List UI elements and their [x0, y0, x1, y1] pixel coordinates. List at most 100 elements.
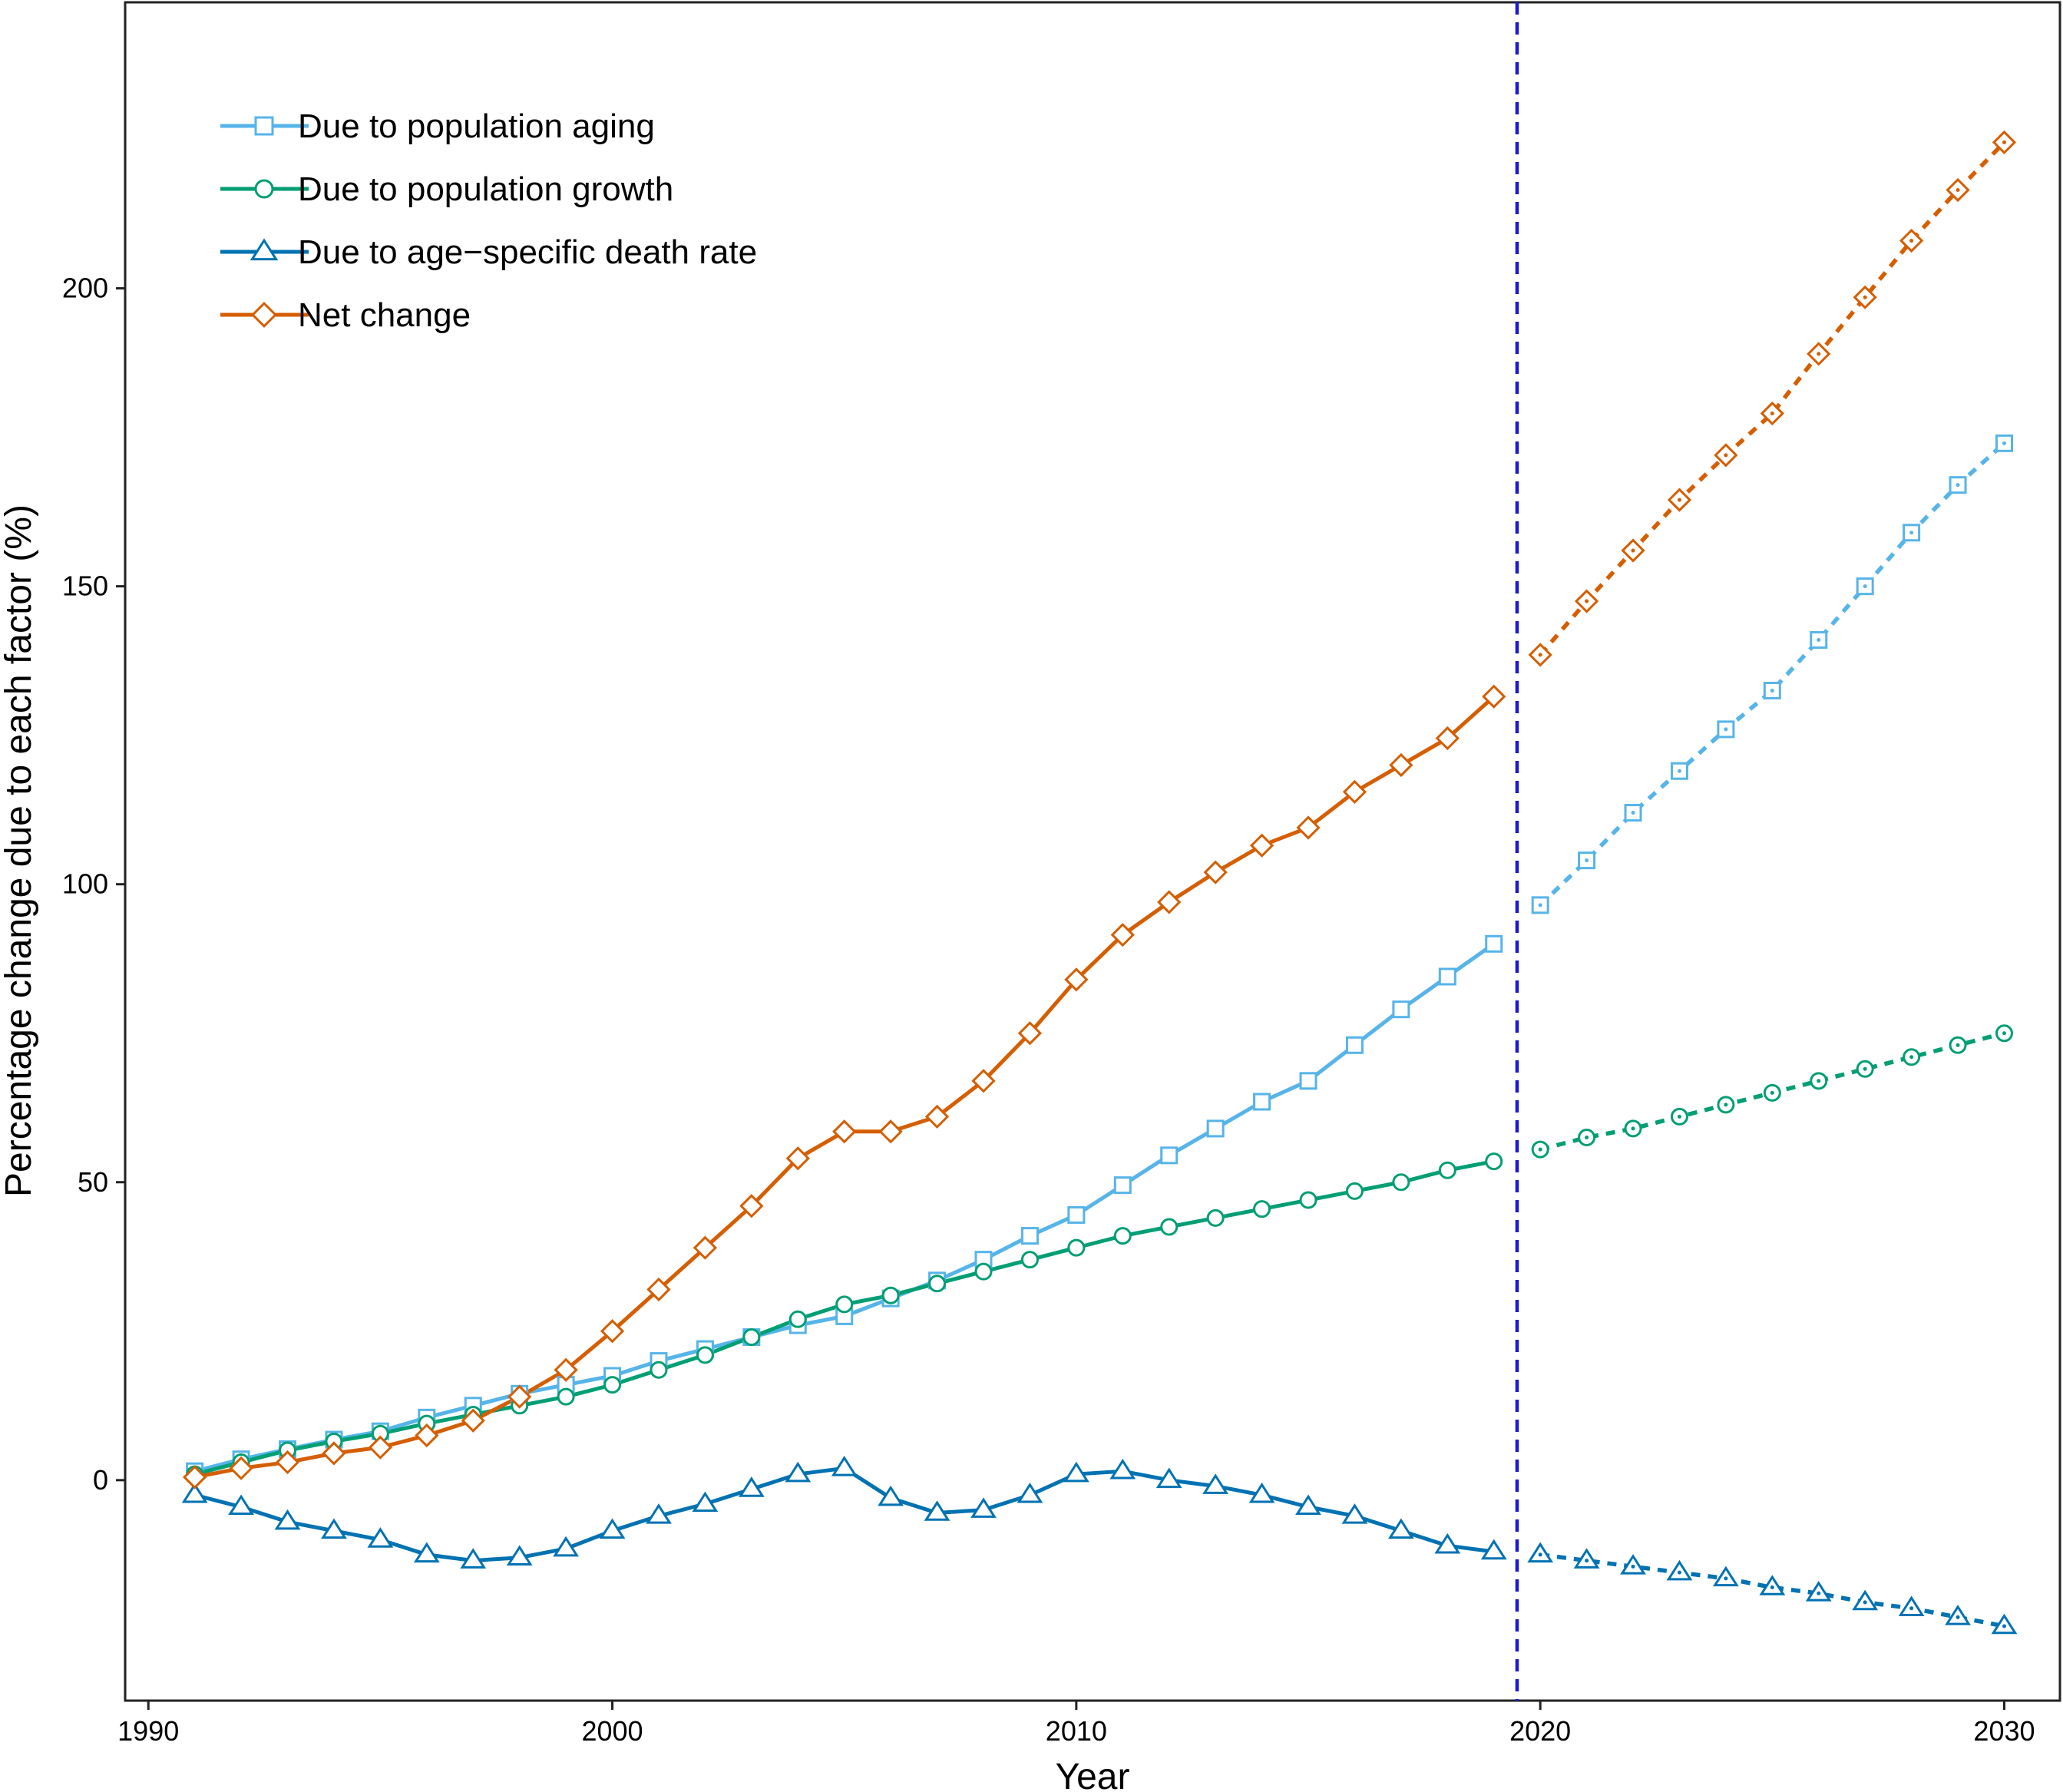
- data-point: [367, 1527, 394, 1548]
- legend-label: Net change: [298, 296, 471, 334]
- data-point: [1485, 1152, 1503, 1171]
- data-point-center: [1770, 1585, 1774, 1590]
- data-point-center: [1863, 1600, 1867, 1605]
- data-point-center: [1956, 483, 1960, 488]
- x-tick-label: 2020: [1509, 1715, 1571, 1747]
- data-point: [557, 1387, 575, 1406]
- axis-ticks: 1990 2000 2010 2020 2030 0 50 100 150 200: [62, 273, 2035, 1747]
- data-point-center: [1909, 1606, 1914, 1611]
- data-point: [507, 1384, 532, 1409]
- data-point: [1299, 1191, 1317, 1209]
- series-line-projected: [1539, 141, 2006, 656]
- data-point: [1064, 967, 1089, 992]
- data-point: [1438, 967, 1456, 986]
- data-point: [1341, 1503, 1368, 1524]
- data-point: [1160, 1218, 1179, 1236]
- data-point: [1249, 833, 1274, 858]
- data-point: [1110, 923, 1135, 947]
- data-point: [696, 1346, 714, 1364]
- data-point-center: [1631, 1564, 1635, 1569]
- data-point: [1248, 1482, 1275, 1503]
- data-point: [831, 1456, 858, 1476]
- data-point: [1342, 779, 1367, 805]
- data-point-center: [1631, 811, 1635, 815]
- data-point: [785, 1461, 812, 1483]
- data-point: [181, 1482, 208, 1503]
- data-point: [1485, 934, 1503, 953]
- y-tick-label: 150: [62, 570, 108, 602]
- x-tick-label: 1990: [117, 1715, 179, 1747]
- data-point-center: [1909, 238, 1914, 243]
- data-point-center: [1863, 584, 1867, 589]
- data-point-center: [1677, 1570, 1681, 1575]
- data-point: [275, 1450, 300, 1475]
- data-point: [1253, 1200, 1271, 1218]
- legend-label: Due to population growth: [298, 170, 673, 208]
- data-point: [692, 1491, 719, 1513]
- data-point: [1160, 1146, 1179, 1165]
- data-point: [228, 1494, 254, 1516]
- data-point: [1109, 1458, 1136, 1480]
- data-point: [739, 1194, 764, 1218]
- data-point-center: [1585, 1136, 1589, 1140]
- data-point-center: [1585, 858, 1589, 863]
- data-point: [1295, 1494, 1321, 1516]
- legend-label: Due to age−specific death rate: [298, 233, 757, 271]
- data-point-center: [1538, 903, 1542, 908]
- data-point: [554, 1357, 578, 1382]
- legend-key-marker: [251, 302, 277, 328]
- data-point: [1020, 1227, 1039, 1245]
- data-point: [1155, 1467, 1182, 1489]
- data-point: [461, 1408, 485, 1433]
- data-point-center: [1538, 653, 1542, 657]
- data-point-center: [1724, 1103, 1728, 1107]
- x-axis-title: Year: [1056, 1757, 1130, 1792]
- x-tick-label: 2010: [1046, 1715, 1107, 1747]
- data-point: [368, 1435, 392, 1460]
- data-point-center: [1770, 1090, 1774, 1095]
- legend-key-marker: [254, 179, 274, 199]
- data-point: [1387, 1518, 1414, 1539]
- data-point: [1480, 1539, 1507, 1560]
- data-point: [1345, 1036, 1364, 1054]
- series-line-projected: [1539, 441, 2006, 907]
- data-point-center: [1538, 1147, 1542, 1152]
- data-point: [553, 1536, 580, 1557]
- data-point: [600, 1319, 625, 1344]
- data-point-center: [1724, 1576, 1728, 1581]
- data-point-center: [1770, 412, 1774, 416]
- legend-key-marker: [250, 238, 279, 261]
- data-point-center: [1956, 1615, 1960, 1619]
- data-point: [322, 1441, 346, 1466]
- data-point: [924, 1104, 950, 1129]
- data-point: [1113, 1176, 1132, 1195]
- data-point-center: [1956, 1043, 1960, 1047]
- data-point: [1206, 1119, 1225, 1138]
- data-point: [878, 1119, 903, 1144]
- data-point: [1434, 1532, 1461, 1554]
- y-tick-label: 0: [93, 1464, 108, 1496]
- data-point-center: [1863, 295, 1867, 299]
- data-point-center: [2002, 1624, 2006, 1628]
- data-point-center: [1677, 1114, 1681, 1119]
- data-point-center: [1956, 187, 1960, 192]
- data-point: [1345, 1182, 1364, 1200]
- data-point-center: [1585, 1559, 1589, 1563]
- data-point: [1063, 1461, 1089, 1483]
- data-point-center: [1631, 548, 1635, 553]
- data-point: [971, 1069, 996, 1093]
- data-point: [646, 1277, 671, 1302]
- data-point-center: [1538, 1552, 1542, 1557]
- y-axis-title: Percentage change due to each factor (%): [0, 504, 39, 1197]
- data-point: [1482, 684, 1506, 709]
- x-tick-label: 2000: [581, 1715, 643, 1747]
- data-point: [1067, 1205, 1086, 1224]
- data-point: [1017, 1021, 1043, 1046]
- data-point: [413, 1542, 440, 1563]
- data-point: [650, 1361, 668, 1379]
- data-point: [974, 1262, 993, 1281]
- data-point-center: [1817, 637, 1821, 642]
- data-point: [970, 1497, 997, 1518]
- x-tick-label: 2030: [1973, 1715, 2035, 1747]
- data-point: [1435, 726, 1460, 751]
